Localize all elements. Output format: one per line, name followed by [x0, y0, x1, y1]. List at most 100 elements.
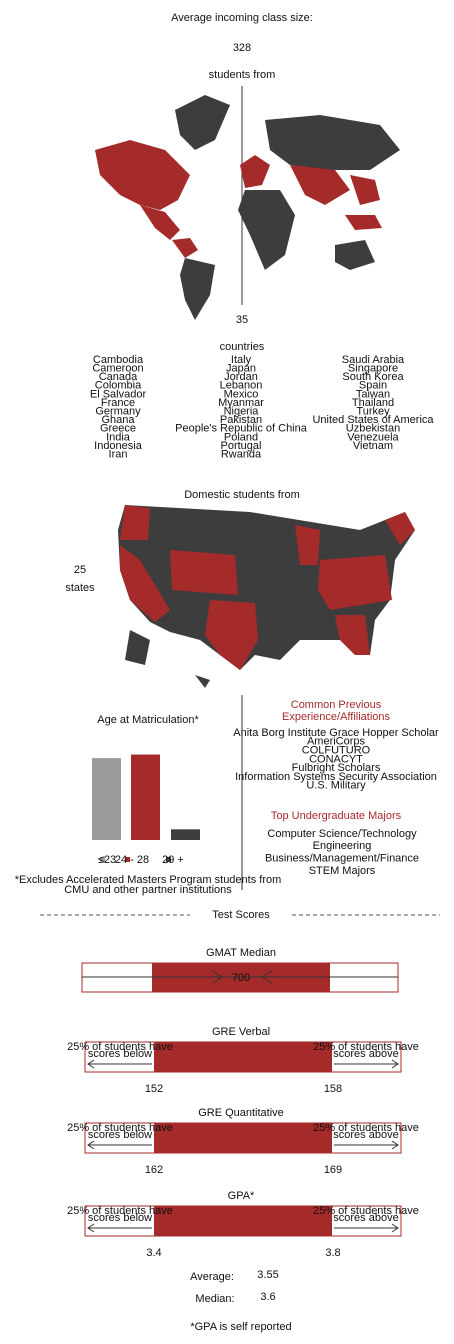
range-high: 169	[324, 1164, 342, 1176]
gmat-title: GMAT Median	[206, 947, 276, 959]
legend-label: 29 +	[162, 854, 184, 866]
range-note: 25% of students have	[67, 1122, 173, 1134]
legend-swatch	[100, 857, 105, 862]
arrow-head	[391, 1059, 399, 1069]
bar	[92, 758, 121, 840]
affiliations-title-2: Experience/Affiliations	[282, 711, 391, 723]
state-count: 25	[74, 564, 86, 576]
arrow-head	[87, 1223, 95, 1233]
country: Venezuela	[347, 431, 399, 443]
country: Germany	[95, 406, 141, 418]
country: Colombia	[95, 380, 142, 392]
country: United States of America	[312, 414, 434, 426]
country: Mexico	[224, 388, 259, 400]
affiliation: Fulbright Scholars	[292, 762, 381, 774]
median-value: 3.6	[260, 1291, 275, 1303]
country: Uzbekistan	[346, 423, 400, 435]
country: Canada	[99, 371, 138, 383]
country: Spain	[359, 380, 387, 392]
affiliation: CONACYT	[309, 753, 363, 765]
country: Iran	[109, 449, 128, 461]
range-high: 3.8	[325, 1247, 340, 1259]
country: Ghana	[101, 414, 135, 426]
affiliation: U.S. Military	[306, 780, 366, 792]
arrow-head	[391, 1223, 399, 1233]
average-label: Average:	[190, 1271, 234, 1283]
country: Saudi Arabia	[342, 354, 405, 366]
gpa-footnote: *GPA is self reported	[190, 1321, 291, 1333]
test-scores-title: Test Scores	[212, 909, 270, 921]
major: STEM Majors	[309, 865, 376, 877]
range-note: 25% of students have	[313, 1122, 419, 1134]
age-title: Age at Matriculation*	[97, 714, 199, 726]
country: Portugal	[221, 440, 262, 452]
country: Indonesia	[94, 440, 143, 452]
range-high: 158	[324, 1083, 342, 1095]
range-note: scores above	[333, 1048, 398, 1060]
arrow-head	[391, 1140, 399, 1150]
country: South Korea	[342, 371, 404, 383]
country: Nigeria	[224, 406, 260, 418]
range-note: 25% of students have	[313, 1205, 419, 1217]
country: Lebanon	[220, 380, 263, 392]
arrow-head	[87, 1059, 95, 1069]
title: Average incoming class size:	[171, 12, 313, 24]
us-map	[118, 505, 415, 688]
range-low: 152	[145, 1083, 163, 1095]
country: Greece	[100, 423, 136, 435]
country: Singapore	[348, 363, 398, 375]
gmat-arrows	[211, 970, 273, 984]
country: Myanmar	[218, 397, 264, 409]
age-footnote-2: CMU and other partner institutions	[64, 884, 232, 896]
affiliation: Information Systems Security Association	[235, 771, 437, 783]
range-note: 25% of students have	[67, 1205, 173, 1217]
affiliation: AmeriCorps	[307, 736, 366, 748]
legend-label: ≤23	[98, 854, 116, 866]
affiliation: Anita Borg Institute Grace Hopper Schola…	[233, 727, 439, 739]
domestic-title: Domestic students from	[184, 489, 300, 501]
range-note: scores below	[88, 1129, 152, 1141]
range-title: GRE Verbal	[212, 1026, 270, 1038]
gmat-value: 700	[232, 972, 250, 984]
age-footnote-1: *Excludes Accelerated Masters Program st…	[15, 874, 282, 886]
range-note: scores below	[88, 1212, 152, 1224]
legend-label: 24 - 28	[115, 854, 149, 866]
bar	[171, 829, 200, 840]
range-note: 25% of students have	[67, 1041, 173, 1053]
legend-swatch	[166, 857, 171, 862]
range-band	[154, 1206, 332, 1236]
states-label: states	[65, 582, 95, 594]
range-title: GPA*	[228, 1190, 255, 1202]
majors-title: Top Undergraduate Majors	[271, 810, 402, 822]
range-note: scores above	[333, 1129, 398, 1141]
country: Thailand	[352, 397, 394, 409]
affiliation: COLFUTURO	[302, 745, 371, 757]
major: Engineering	[313, 840, 372, 852]
country: Jordan	[224, 371, 258, 383]
arrow-head	[87, 1140, 95, 1150]
country: Turkey	[356, 406, 390, 418]
major: Business/Management/Finance	[265, 853, 419, 865]
countries-label: countries	[220, 341, 265, 353]
range-title: GRE Quantitative	[198, 1107, 284, 1119]
country: Italy	[231, 354, 252, 366]
country: El Salvador	[90, 388, 147, 400]
range-note: scores above	[333, 1212, 398, 1224]
country: Pakistan	[220, 414, 262, 426]
affiliation-list: Anita Borg Institute Grace Hopper Schola…	[233, 727, 439, 792]
country: People's Republic of China	[175, 423, 308, 435]
range-band	[154, 1042, 332, 1072]
country: Vietnam	[353, 440, 393, 452]
students-from: students from	[209, 69, 276, 81]
range-low: 3.4	[146, 1247, 161, 1259]
range-note: scores below	[88, 1048, 152, 1060]
median-label: Median:	[195, 1293, 234, 1305]
major: Computer Science/Technology	[267, 828, 417, 840]
country-count: 35	[236, 314, 248, 326]
country: Japan	[226, 363, 256, 375]
majors-list: Computer Science/TechnologyEngineeringBu…	[265, 828, 419, 877]
